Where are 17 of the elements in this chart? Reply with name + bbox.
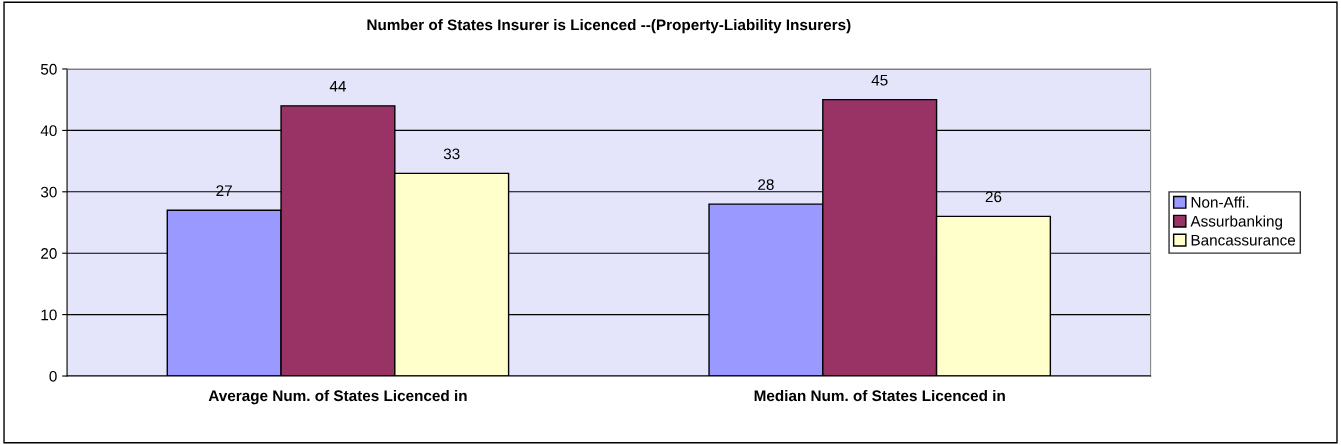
x-tick-label: Average Num. of States Licenced in <box>208 389 467 405</box>
data-label: 33 <box>443 148 460 160</box>
y-tick-label: 50 <box>40 63 57 75</box>
legend-label: Non-Affi. <box>1191 196 1249 208</box>
data-label: 28 <box>758 179 774 190</box>
y-tick-label: 20 <box>41 248 57 259</box>
x-tick-label: Median Num. of States Licenced in <box>754 389 1005 402</box>
data-label: 45 <box>871 74 888 86</box>
y-tick-label: 10 <box>41 309 57 321</box>
legend-label: Assurbanking <box>1190 215 1283 230</box>
data-label: 26 <box>985 191 1002 203</box>
chart-title: Number of States Insurer is Licenced --(Property-Liability Insurers) <box>367 19 851 34</box>
y-tick-label: 0 <box>49 370 57 382</box>
y-tick-label: 40 <box>40 125 57 137</box>
data-label: 44 <box>329 81 346 92</box>
legend-label: Bancassurance <box>1191 234 1296 246</box>
y-tick-label: 30 <box>40 186 57 198</box>
